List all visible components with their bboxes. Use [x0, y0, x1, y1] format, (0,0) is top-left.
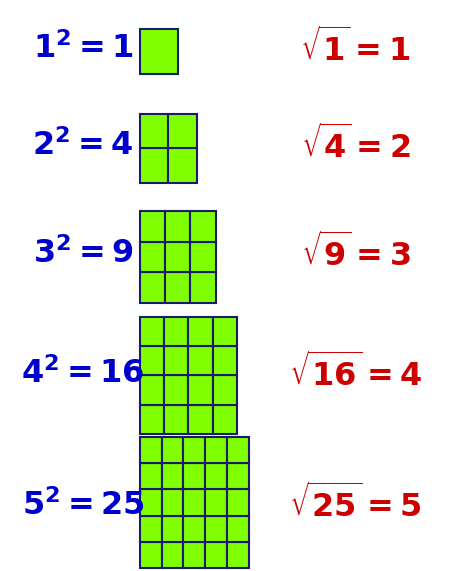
Bar [165, 272, 191, 303]
Text: $\mathbf{\sqrt{9} = 3}$: $\mathbf{\sqrt{9} = 3}$ [301, 234, 410, 274]
Bar [213, 405, 237, 434]
Bar [164, 405, 189, 434]
Bar [191, 211, 216, 242]
Bar [168, 148, 197, 183]
Bar [191, 242, 216, 272]
Text: $\mathbf{\sqrt{1} = 1}$: $\mathbf{\sqrt{1} = 1}$ [301, 29, 410, 69]
Bar [162, 516, 183, 542]
Bar [164, 346, 189, 376]
Text: $\mathbf{2^2 = 4}$: $\mathbf{2^2 = 4}$ [32, 129, 134, 162]
Bar [165, 242, 191, 272]
Text: $\mathbf{3^2 = 9}$: $\mathbf{3^2 = 9}$ [33, 238, 133, 271]
Bar [165, 211, 191, 242]
Bar [213, 317, 237, 346]
Bar [183, 489, 205, 516]
Bar [227, 516, 249, 542]
Bar [162, 542, 183, 568]
Bar [188, 405, 213, 434]
Bar [140, 346, 164, 376]
Bar [140, 516, 162, 542]
Bar [213, 376, 237, 405]
Bar [188, 376, 213, 405]
Bar [140, 463, 162, 489]
Bar [205, 463, 227, 489]
Bar [140, 542, 162, 568]
Bar [140, 242, 165, 272]
Bar [213, 346, 237, 376]
Text: $\mathbf{4^2 = 16}$: $\mathbf{4^2 = 16}$ [21, 357, 145, 391]
Bar [140, 29, 178, 74]
Bar [140, 317, 164, 346]
Bar [205, 437, 227, 463]
Bar [188, 317, 213, 346]
Bar [183, 463, 205, 489]
Bar [227, 463, 249, 489]
Bar [140, 114, 168, 148]
Bar [162, 489, 183, 516]
Bar [140, 148, 168, 183]
Bar [168, 114, 197, 148]
Bar [164, 376, 189, 405]
Bar [162, 437, 183, 463]
Bar [140, 211, 165, 242]
Bar [140, 376, 164, 405]
Bar [140, 437, 162, 463]
Bar [162, 463, 183, 489]
Bar [227, 489, 249, 516]
Bar [140, 272, 165, 303]
Bar [227, 542, 249, 568]
Bar [183, 542, 205, 568]
Text: $\mathbf{\sqrt{25} = 5}$: $\mathbf{\sqrt{25} = 5}$ [289, 485, 422, 525]
Bar [140, 405, 164, 434]
Bar [183, 437, 205, 463]
Bar [191, 272, 216, 303]
Text: $\mathbf{\sqrt{16} = 4}$: $\mathbf{\sqrt{16} = 4}$ [289, 354, 422, 394]
Bar [205, 542, 227, 568]
Text: $\mathbf{1^2 = 1}$: $\mathbf{1^2 = 1}$ [33, 32, 133, 65]
Bar [164, 317, 189, 346]
Bar [183, 516, 205, 542]
Bar [205, 516, 227, 542]
Bar [227, 437, 249, 463]
Text: $\mathbf{5^2 = 25}$: $\mathbf{5^2 = 25}$ [22, 489, 144, 522]
Bar [140, 489, 162, 516]
Bar [205, 489, 227, 516]
Bar [188, 346, 213, 376]
Text: $\mathbf{\sqrt{4} = 2}$: $\mathbf{\sqrt{4} = 2}$ [301, 126, 410, 166]
